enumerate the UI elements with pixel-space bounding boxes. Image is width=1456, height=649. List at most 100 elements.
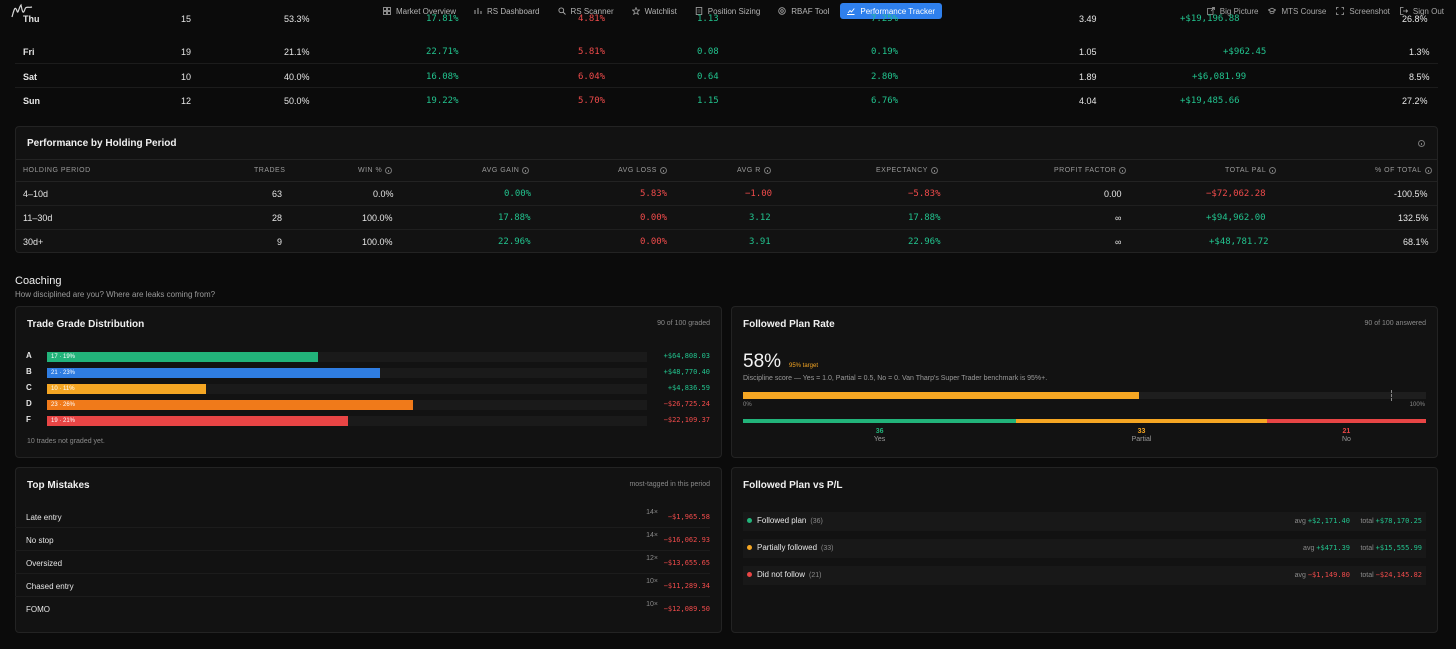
nav-market-overview[interactable]: Market Overview xyxy=(376,3,463,19)
plan-total: total −$24,145.82 xyxy=(1360,571,1422,579)
grade-bar[interactable]: 21 · 23% xyxy=(47,368,380,378)
list-item[interactable]: Late entry 14× −$1,965.58 xyxy=(15,506,710,528)
list-item[interactable]: FOMO 10× −$12,089.50 xyxy=(15,598,710,620)
info-icon[interactable] xyxy=(763,167,771,174)
col-avg-gain[interactable]: AVG GAIN xyxy=(482,167,530,174)
pct-total-cell: 132.5% xyxy=(1398,213,1429,223)
trades-cell: 10 xyxy=(181,72,192,82)
win-cell: 100.0% xyxy=(362,213,393,223)
total-label: total xyxy=(1360,518,1376,525)
mistake-pnl: −$16,062.93 xyxy=(663,536,710,544)
info-icon[interactable] xyxy=(1418,140,1425,147)
nav-big-picture[interactable]: Big Picture xyxy=(1206,3,1258,19)
mistake-count: 14× xyxy=(646,532,658,539)
plan-count: (33) xyxy=(821,545,834,552)
list-item[interactable]: Chased entry 10× −$11,289.34 xyxy=(15,575,710,597)
list-item[interactable]: Did not follow (21) avg −$1,149.80 total −$… xyxy=(743,566,1426,585)
col-win-pct[interactable]: WIN % xyxy=(358,167,393,174)
list-item[interactable]: Followed plan (36) avg +$2,171.40 total +$7… xyxy=(743,512,1426,531)
total-value: +$78,170.25 xyxy=(1375,517,1422,525)
pct-total-cell: 1.3% xyxy=(1409,47,1430,57)
holding-period-card: Performance by Holding Period HOLDING PE… xyxy=(15,126,1438,253)
document-icon xyxy=(695,7,702,15)
nav-rs-dashboard[interactable]: RS Dashboard xyxy=(467,3,546,19)
status-dot xyxy=(747,518,752,523)
trades-cell: 19 xyxy=(181,47,192,57)
plan-rate-value: 58% xyxy=(743,351,782,372)
grade-bar[interactable]: 10 · 11% xyxy=(47,384,206,394)
nav-label: RS Dashboard xyxy=(487,6,540,16)
col-holding-period[interactable]: HOLDING PERIOD xyxy=(23,167,91,174)
card-title: Performance by Holding Period xyxy=(27,138,177,149)
info-icon[interactable] xyxy=(1269,167,1277,174)
grade-track: 19 · 21% xyxy=(47,416,647,426)
info-icon[interactable] xyxy=(522,167,530,174)
nav-label: Screenshot xyxy=(1349,6,1390,16)
grade-bar[interactable]: 17 · 19% xyxy=(47,352,318,362)
col-label: % OF TOTAL xyxy=(1375,167,1422,174)
logo-icon[interactable] xyxy=(10,2,34,20)
avg-r-cell: −1.00 xyxy=(745,189,773,199)
col-profit-factor[interactable]: PROFIT FACTOR xyxy=(1054,167,1127,174)
col-label: WIN % xyxy=(358,167,383,174)
profit-factor-cell: 4.04 xyxy=(1079,96,1097,106)
col-label: EXPECTANCY xyxy=(876,167,928,174)
col-trades[interactable]: TRADES xyxy=(254,167,285,174)
avg-gain-cell: 17.81% xyxy=(426,14,459,24)
avg-loss-cell: 0.00% xyxy=(640,213,668,223)
split-segment-partial xyxy=(1016,419,1267,423)
col-avg-loss[interactable]: AVG LOSS xyxy=(618,167,667,174)
col-label: AVG R xyxy=(737,167,761,174)
avg-loss-cell: 6.04% xyxy=(578,72,606,82)
day-rows: Fri 19 21.1% 22.71% 5.81% 0.08 0.19% 1.0… xyxy=(15,39,1438,111)
top-navigation: Market Overview RS Dashboard RS Scanner … xyxy=(0,0,1456,22)
col-total-pnl[interactable]: TOTAL P&L xyxy=(1225,167,1277,174)
avg-gain-cell: 22.96% xyxy=(498,237,531,247)
grade-track: 10 · 11% xyxy=(47,384,647,394)
nav-sign-out[interactable]: Sign Out xyxy=(1399,3,1444,19)
win-cell: 0.0% xyxy=(373,189,394,199)
scale-min: 0% xyxy=(743,402,752,408)
ungraded-note: 10 trades not graded yet. xyxy=(27,438,105,445)
nav-mts-course[interactable]: MTS Course xyxy=(1268,3,1326,19)
period-cell: 11–30d xyxy=(23,213,53,223)
nav-performance-tracker[interactable]: Performance Tracker xyxy=(840,3,943,19)
col-expectancy[interactable]: EXPECTANCY xyxy=(876,167,938,174)
grade-track: 21 · 23% xyxy=(47,368,647,378)
grade-row: D 23 · 26% −$26,725.24 xyxy=(26,399,710,410)
table-row: 4–10d 63 0.0% 0.00% 5.83% −1.00 −5.83% 0… xyxy=(16,182,1437,206)
plan-avg: avg +$2,171.40 xyxy=(1295,517,1350,525)
nav-screenshot[interactable]: Screenshot xyxy=(1336,3,1390,19)
win-cell: 100.0% xyxy=(362,237,393,247)
nav-position-sizing[interactable]: Position Sizing xyxy=(688,3,767,19)
mistake-label: Late entry xyxy=(26,513,62,522)
info-icon[interactable] xyxy=(1424,167,1432,174)
grade-letter: D xyxy=(26,399,32,408)
list-item[interactable]: No stop 14× −$16,062.93 xyxy=(15,529,710,551)
screenshot-icon xyxy=(1336,7,1345,15)
avg-gain-cell: 19.22% xyxy=(426,96,459,106)
section-title: Coaching xyxy=(15,275,62,287)
split-segment-yes xyxy=(743,419,1017,423)
plan-split-bar xyxy=(743,419,1426,423)
grade-bar[interactable]: 23 · 26% xyxy=(47,400,413,410)
col-pct-total[interactable]: % OF TOTAL xyxy=(1375,167,1432,174)
expectancy-cell: −5.83% xyxy=(908,189,941,199)
col-avg-r[interactable]: AVG R xyxy=(737,167,771,174)
trades-cell: 12 xyxy=(181,96,192,106)
info-icon[interactable] xyxy=(930,167,938,174)
grade-bar[interactable]: 19 · 21% xyxy=(47,416,348,426)
mistake-label: FOMO xyxy=(26,605,50,614)
grade-row: F 19 · 21% −$22,109.37 xyxy=(26,415,710,426)
nav-label: MTS Course xyxy=(1281,6,1327,16)
info-icon[interactable] xyxy=(1119,167,1127,174)
list-item[interactable]: Partially followed (33) avg +$471.39 total … xyxy=(743,539,1426,558)
nav-rs-scanner[interactable]: RS Scanner xyxy=(551,3,621,19)
nav-rbaf-tool[interactable]: RBAF Tool xyxy=(771,3,836,19)
profit-factor-cell: 0.00 xyxy=(1104,189,1122,199)
list-item[interactable]: Oversized 12× −$13,655.65 xyxy=(15,552,710,574)
info-icon[interactable] xyxy=(659,167,667,174)
trades-cell: 9 xyxy=(277,237,283,247)
info-icon[interactable] xyxy=(385,167,393,174)
nav-watchlist[interactable]: Watchlist xyxy=(625,3,684,19)
